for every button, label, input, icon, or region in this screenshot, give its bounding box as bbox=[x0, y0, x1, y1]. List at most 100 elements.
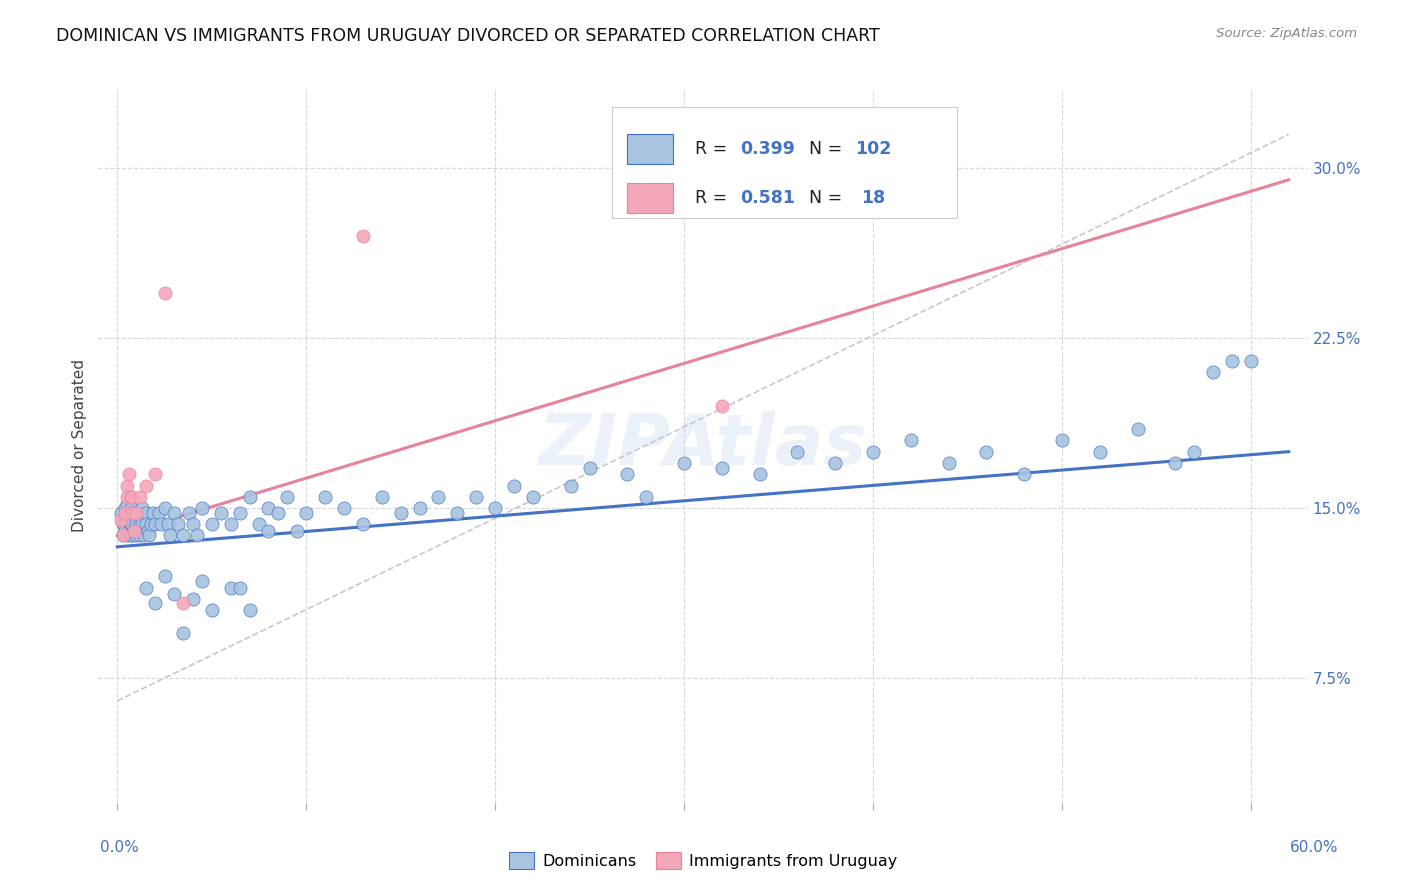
Point bbox=[121, 513, 143, 527]
Point bbox=[209, 506, 232, 520]
Point bbox=[110, 513, 132, 527]
FancyBboxPatch shape bbox=[613, 107, 957, 218]
Point bbox=[163, 587, 186, 601]
Point bbox=[129, 490, 152, 504]
Text: N =: N = bbox=[810, 189, 848, 207]
Point bbox=[125, 528, 148, 542]
Point bbox=[522, 490, 544, 504]
Point bbox=[219, 517, 242, 532]
Point bbox=[114, 506, 136, 520]
Point bbox=[114, 501, 136, 516]
Text: 0.399: 0.399 bbox=[741, 140, 796, 158]
Point bbox=[143, 517, 166, 532]
Point bbox=[121, 490, 143, 504]
Point bbox=[352, 229, 374, 244]
Point bbox=[143, 597, 166, 611]
Point bbox=[408, 501, 430, 516]
Point bbox=[142, 506, 165, 520]
Point bbox=[129, 517, 152, 532]
Point bbox=[148, 506, 170, 520]
Point bbox=[201, 517, 224, 532]
FancyBboxPatch shape bbox=[627, 183, 672, 212]
Point bbox=[125, 517, 148, 532]
Point bbox=[427, 490, 450, 504]
Point bbox=[314, 490, 336, 504]
Point bbox=[239, 490, 262, 504]
Point bbox=[1202, 365, 1225, 379]
Point bbox=[120, 517, 142, 532]
Point bbox=[110, 506, 132, 520]
Point bbox=[121, 506, 143, 520]
Point bbox=[484, 501, 506, 516]
Point bbox=[503, 478, 526, 492]
Point bbox=[124, 524, 146, 538]
Point bbox=[1088, 444, 1111, 458]
Point bbox=[124, 506, 146, 520]
Point bbox=[179, 506, 201, 520]
Point bbox=[121, 528, 143, 542]
Point bbox=[1050, 434, 1073, 448]
Point bbox=[352, 517, 374, 532]
Text: 0.581: 0.581 bbox=[741, 189, 796, 207]
Point bbox=[1164, 456, 1187, 470]
Point bbox=[131, 501, 153, 516]
Point bbox=[135, 581, 157, 595]
Point bbox=[114, 519, 136, 533]
Point bbox=[191, 574, 214, 588]
Point bbox=[115, 497, 138, 511]
Point bbox=[636, 490, 658, 504]
Point bbox=[1012, 467, 1035, 482]
Legend: Dominicans, Immigrants from Uruguay: Dominicans, Immigrants from Uruguay bbox=[502, 846, 904, 875]
Text: 18: 18 bbox=[862, 189, 886, 207]
Point bbox=[163, 506, 186, 520]
Point bbox=[786, 444, 808, 458]
Point bbox=[710, 460, 733, 475]
Text: Source: ZipAtlas.com: Source: ZipAtlas.com bbox=[1216, 27, 1357, 40]
Point bbox=[141, 517, 163, 532]
Point bbox=[172, 597, 194, 611]
Point bbox=[276, 490, 298, 504]
Point bbox=[239, 603, 262, 617]
Text: 102: 102 bbox=[855, 140, 891, 158]
Point bbox=[285, 524, 308, 538]
Point bbox=[1240, 354, 1263, 368]
Point bbox=[124, 524, 146, 538]
Point bbox=[219, 581, 242, 595]
Point bbox=[127, 506, 149, 520]
Point bbox=[138, 528, 160, 542]
Point bbox=[201, 603, 224, 617]
Text: ZIPAtlas: ZIPAtlas bbox=[538, 411, 868, 481]
Point bbox=[172, 528, 194, 542]
Point bbox=[159, 528, 181, 542]
Text: 60.0%: 60.0% bbox=[1291, 840, 1339, 855]
Point bbox=[578, 460, 600, 475]
Point bbox=[257, 501, 280, 516]
Point bbox=[157, 517, 180, 532]
Point bbox=[118, 467, 141, 482]
Point bbox=[149, 517, 172, 532]
Point bbox=[186, 528, 208, 542]
Point bbox=[143, 467, 166, 482]
Point bbox=[616, 467, 638, 482]
Point bbox=[118, 508, 141, 522]
Point bbox=[446, 506, 468, 520]
FancyBboxPatch shape bbox=[627, 134, 672, 164]
Point bbox=[465, 490, 488, 504]
Point bbox=[135, 506, 157, 520]
Point bbox=[111, 528, 134, 542]
Point bbox=[710, 400, 733, 414]
Point bbox=[267, 506, 290, 520]
Point bbox=[229, 506, 252, 520]
Point bbox=[976, 444, 998, 458]
Text: 0.0%: 0.0% bbox=[100, 840, 139, 855]
Point bbox=[181, 517, 204, 532]
Point bbox=[389, 506, 412, 520]
Text: R =: R = bbox=[695, 140, 733, 158]
Point bbox=[295, 506, 318, 520]
Point bbox=[938, 456, 960, 470]
Point bbox=[172, 626, 194, 640]
Point bbox=[229, 581, 252, 595]
Text: DOMINICAN VS IMMIGRANTS FROM URUGUAY DIVORCED OR SEPARATED CORRELATION CHART: DOMINICAN VS IMMIGRANTS FROM URUGUAY DIV… bbox=[56, 27, 880, 45]
Point bbox=[120, 501, 142, 516]
Point bbox=[121, 517, 143, 532]
